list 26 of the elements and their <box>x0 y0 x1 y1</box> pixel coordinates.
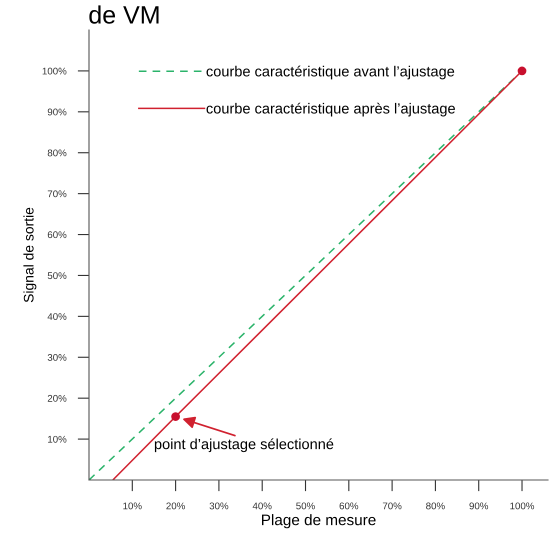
y-tick-label: 100% <box>42 68 66 75</box>
x-tick-label: 30% <box>210 502 228 510</box>
x-tick-label: 90% <box>469 502 488 510</box>
x-tick-label: 70% <box>382 502 402 510</box>
y-tick-label: 60% <box>48 231 66 238</box>
y-tick-label: 40% <box>48 313 66 320</box>
y-axis-title: Signal de sortie <box>23 208 36 302</box>
x-tick-label: 100% <box>510 502 534 510</box>
legend-label: courbe caractéristique après l’ajustage <box>206 102 455 116</box>
y-tick-label: 70% <box>48 190 66 198</box>
x-tick-label: 80% <box>426 502 445 510</box>
x-tick-label: 50% <box>296 502 315 510</box>
annotation: point d’ajustage sélectionné <box>154 438 334 452</box>
x-tick-label: 60% <box>340 502 358 510</box>
y-tick-label: 10% <box>48 436 66 443</box>
y-tick-label: 20% <box>48 394 66 402</box>
x-tick-label: 20% <box>166 502 185 510</box>
y-tick-label: 30% <box>48 354 66 361</box>
y-tick-label: 50% <box>48 272 66 280</box>
y-tick-label: 80% <box>48 149 66 156</box>
chart-title: de VM <box>89 5 159 24</box>
x-tick-label: 10% <box>123 502 142 510</box>
legend-label: courbe caractéristique avant l’ajustage <box>206 66 454 80</box>
y-tick-label: 90% <box>48 108 66 116</box>
x-tick-label: 40% <box>252 502 272 510</box>
x-axis-title: Plage de mesure <box>262 514 376 528</box>
